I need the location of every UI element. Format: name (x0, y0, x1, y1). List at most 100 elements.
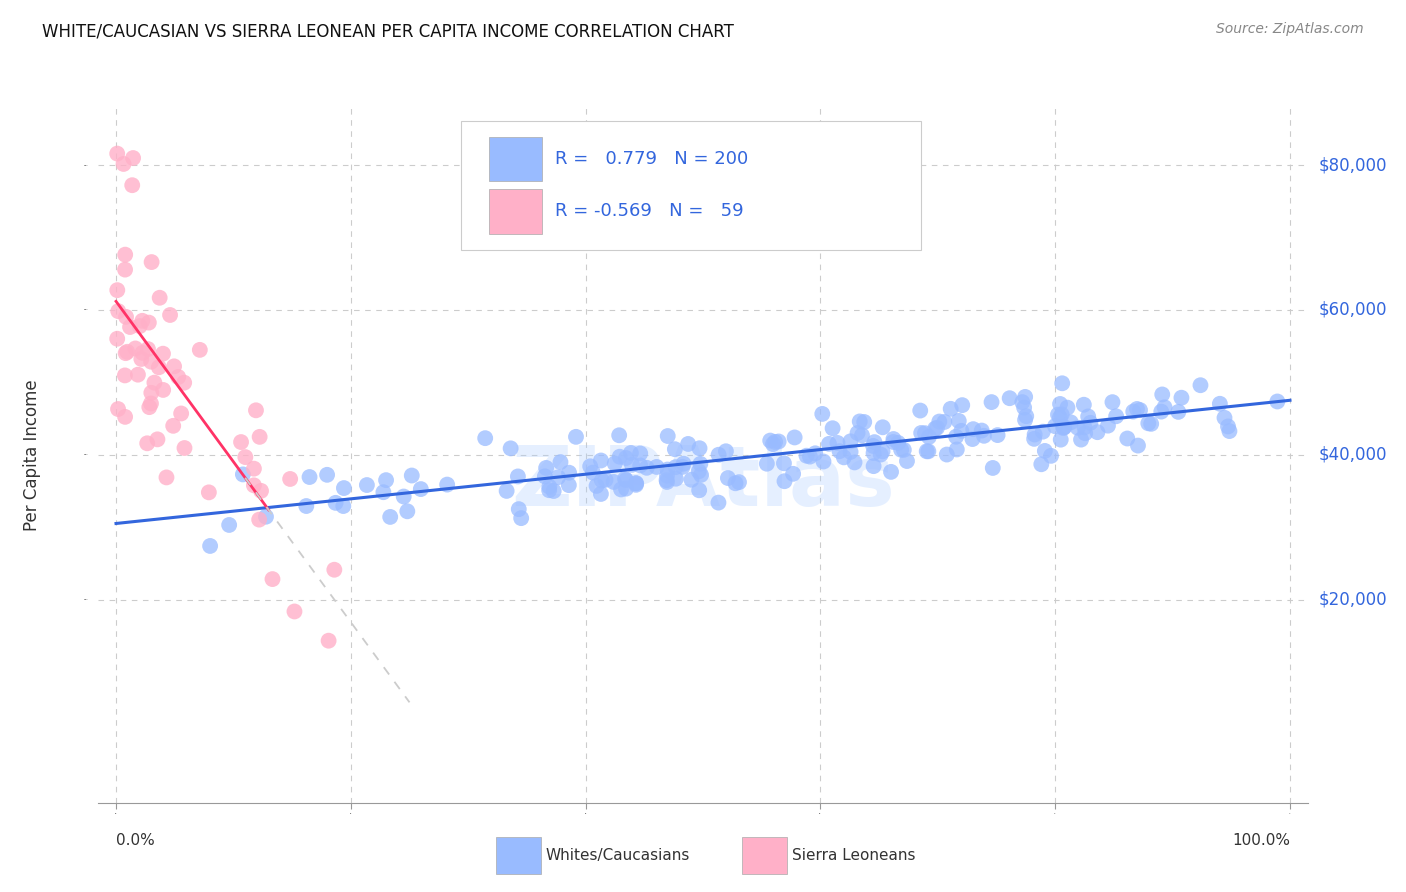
Point (690, 467, 713, 482)
Point (987, 428, 1010, 442)
Point (602, 475, 624, 489)
Point (1043, 419, 1066, 434)
Point (1137, 417, 1160, 431)
Point (1050, 376, 1073, 391)
Text: R = -0.569   N =   59: R = -0.569 N = 59 (555, 202, 744, 220)
Point (141, 385, 163, 400)
Point (1216, 419, 1239, 434)
Point (624, 478, 647, 492)
Point (688, 483, 710, 498)
Point (707, 448, 730, 462)
Point (547, 470, 569, 484)
Point (534, 461, 557, 475)
Point (614, 450, 637, 465)
Point (262, 572, 284, 586)
Point (114, 368, 136, 383)
Point (114, 247, 136, 261)
Point (332, 499, 354, 513)
Point (998, 391, 1021, 405)
Point (1056, 401, 1078, 415)
Point (620, 446, 643, 460)
Point (724, 476, 747, 491)
Point (316, 467, 339, 482)
Point (1126, 439, 1149, 453)
Point (283, 605, 305, 619)
Point (218, 518, 240, 533)
Point (1033, 444, 1056, 458)
Point (821, 421, 844, 435)
Point (107, 402, 129, 417)
Point (1087, 425, 1109, 440)
Point (688, 464, 710, 478)
Point (131, 346, 153, 360)
Point (508, 502, 530, 516)
Point (1213, 410, 1236, 425)
Point (143, 376, 166, 390)
Point (925, 421, 948, 435)
Point (122, 151, 145, 165)
Point (950, 424, 973, 438)
Point (614, 482, 637, 496)
Point (396, 504, 419, 518)
Point (614, 473, 637, 487)
Point (1032, 425, 1054, 439)
Point (1074, 426, 1097, 441)
Point (565, 430, 588, 444)
Point (839, 434, 862, 449)
Point (589, 487, 612, 501)
Point (173, 376, 195, 390)
Point (890, 442, 912, 457)
Point (162, 418, 184, 433)
Point (105, 146, 128, 161)
Point (872, 444, 894, 458)
Point (550, 455, 572, 469)
Point (1011, 395, 1033, 409)
Point (373, 485, 395, 500)
Point (170, 407, 193, 421)
Point (768, 434, 790, 449)
Point (973, 429, 995, 443)
Point (728, 475, 751, 490)
Point (136, 342, 159, 356)
Point (409, 482, 432, 496)
Point (1267, 394, 1289, 409)
Point (1066, 420, 1088, 434)
Point (832, 450, 855, 465)
Point (141, 255, 163, 269)
Point (624, 476, 647, 491)
Point (624, 476, 647, 491)
Point (1140, 417, 1163, 431)
Point (163, 359, 186, 374)
Text: $20,000: $20,000 (1319, 591, 1388, 609)
Text: WHITE/CAUCASIAN VS SIERRA LEONEAN PER CAPITA INCOME CORRELATION CHART: WHITE/CAUCASIAN VS SIERRA LEONEAN PER CA… (42, 22, 734, 40)
Point (717, 471, 740, 485)
Point (1126, 401, 1149, 416)
Point (1080, 416, 1102, 430)
Point (882, 432, 904, 446)
Point (138, 400, 160, 414)
Point (657, 429, 679, 443)
Point (827, 436, 849, 450)
Point (915, 444, 938, 458)
Text: $80,000: $80,000 (1319, 156, 1388, 174)
Text: $60,000: $60,000 (1319, 301, 1388, 319)
Point (112, 157, 135, 171)
Point (655, 473, 678, 487)
Point (846, 425, 869, 440)
Point (392, 490, 415, 504)
Point (862, 459, 884, 474)
Point (813, 454, 835, 468)
Point (582, 466, 605, 480)
Text: $40,000: $40,000 (1319, 446, 1388, 464)
Point (375, 473, 398, 487)
Text: 0.0%: 0.0% (117, 833, 155, 848)
Point (1046, 408, 1069, 422)
Point (853, 415, 876, 429)
Point (254, 509, 277, 524)
Point (1150, 404, 1173, 418)
Point (628, 446, 651, 460)
Point (689, 442, 711, 456)
Point (848, 414, 870, 428)
Point (1040, 449, 1063, 463)
Point (1152, 387, 1174, 401)
